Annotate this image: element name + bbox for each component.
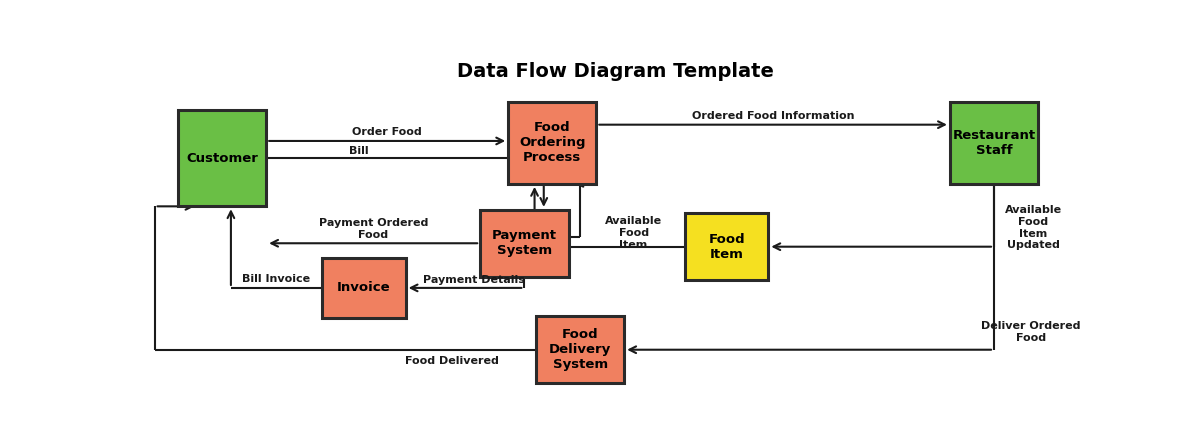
Text: Food
Ordering
Process: Food Ordering Process — [518, 121, 586, 164]
FancyBboxPatch shape — [480, 210, 569, 277]
FancyBboxPatch shape — [950, 102, 1038, 184]
Text: Food
Item: Food Item — [708, 233, 745, 261]
FancyBboxPatch shape — [322, 258, 406, 318]
Text: Customer: Customer — [186, 152, 258, 165]
FancyBboxPatch shape — [178, 110, 266, 206]
Text: Available
Food
Item: Available Food Item — [605, 216, 662, 250]
Text: Payment Details: Payment Details — [424, 275, 526, 285]
Text: Food Delivered: Food Delivered — [404, 356, 499, 366]
Text: Payment Ordered
Food: Payment Ordered Food — [318, 218, 428, 240]
Text: Data Flow Diagram Template: Data Flow Diagram Template — [456, 62, 774, 81]
Text: Food
Delivery
System: Food Delivery System — [550, 328, 611, 371]
FancyBboxPatch shape — [508, 102, 596, 184]
Text: Order Food: Order Food — [353, 128, 422, 137]
FancyBboxPatch shape — [685, 213, 768, 280]
Text: Deliver Ordered
Food: Deliver Ordered Food — [982, 321, 1081, 343]
Text: Payment
System: Payment System — [492, 229, 557, 257]
FancyBboxPatch shape — [536, 316, 624, 383]
Text: Restaurant
Staff: Restaurant Staff — [953, 129, 1036, 157]
Text: Bill: Bill — [349, 146, 368, 156]
Text: Available
Food
Item
Updated: Available Food Item Updated — [1004, 206, 1062, 250]
Text: Ordered Food Information: Ordered Food Information — [692, 111, 854, 121]
Text: Bill Invoice: Bill Invoice — [242, 274, 311, 284]
Text: Invoice: Invoice — [337, 281, 391, 294]
